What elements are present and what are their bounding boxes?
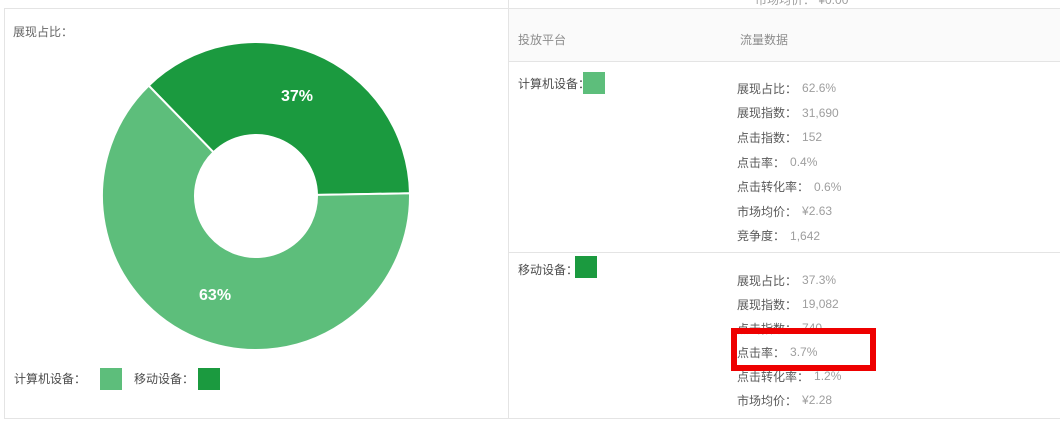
section-divider <box>509 252 1060 253</box>
stat-row: 展现占比： 62.6% <box>737 76 841 101</box>
panel-divider <box>508 0 509 418</box>
stat-row: 市场均价： ¥2.63 <box>737 199 841 224</box>
legend-label-mobile[interactable]: 移动设备： <box>134 372 195 386</box>
chart-legend: 计算机设备： 移动设备： <box>14 367 221 390</box>
stat-label: 竞争度： <box>737 229 786 244</box>
stat-label: 市场均价： <box>737 204 798 219</box>
stat-label: 市场均价： <box>737 393 798 408</box>
stat-value: 0.6% <box>814 179 842 194</box>
top-border <box>4 8 1060 9</box>
donut-slice-移动设备[interactable] <box>147 41 411 196</box>
stat-value: 19,082 <box>802 297 839 311</box>
legend-swatch-mobile[interactable] <box>198 367 221 390</box>
stat-row: 竞争度： 1,642 <box>737 224 841 249</box>
left-border <box>4 8 5 418</box>
stat-row: 点击指数： 152 <box>737 125 841 150</box>
stat-row: 展现指数： 31,690 <box>737 101 841 126</box>
donut-slice-label: 63% <box>199 287 231 304</box>
stat-value: ¥2.63 <box>802 204 833 219</box>
stat-row: 展现占比： 37.3% <box>737 268 841 292</box>
table-header-background <box>509 9 1060 61</box>
stat-label: 点击指数： <box>737 130 798 145</box>
stat-label: 展现指数： <box>737 106 798 121</box>
stat-value: 1,642 <box>790 228 821 243</box>
stat-row: 点击转化率： 0.6% <box>737 174 841 199</box>
stat-row: 市场均价： ¥2.28 <box>737 388 841 412</box>
stat-value: 37.3% <box>802 273 837 287</box>
stat-value: 152 <box>802 130 823 145</box>
stat-row: 点击率： 3.7% <box>737 340 841 364</box>
chart-title: 展现占比： <box>13 25 74 39</box>
highlight-annotation-box <box>731 328 876 371</box>
column-header-traffic: 流量数据 <box>740 33 789 47</box>
section-label-mobile: 移动设备： <box>518 263 579 277</box>
stat-row: 展现指数： 19,082 <box>737 292 841 316</box>
stat-value: 1.2% <box>814 369 842 383</box>
stat-label: 展现占比： <box>737 81 798 96</box>
legend-label-computer[interactable]: 计算机设备： <box>14 372 87 386</box>
cutoff-market-price-row: 市场均价： ¥0.00 <box>755 0 849 7</box>
stat-label: 点击转化率： <box>737 180 810 195</box>
stat-label: 点击率： <box>737 345 786 360</box>
stat-value: 0.4% <box>790 155 818 170</box>
stats-list-computer: 展现占比： 62.6% 展现指数： 31,690 点击指数： 152 点击率： 0.4% 点击转… <box>737 76 841 248</box>
column-header-platform: 投放平台 <box>518 33 567 47</box>
stat-label: 点击率： <box>737 155 786 170</box>
donut-chart: 37% 63% <box>101 41 411 351</box>
bottom-border <box>4 418 1060 419</box>
donut-slice-计算机设备[interactable] <box>101 84 411 351</box>
header-bottom-border <box>509 61 1060 62</box>
stat-row: 点击率： 0.4% <box>737 150 841 175</box>
stat-label: 展现指数： <box>737 297 798 312</box>
section-swatch-computer <box>583 72 605 94</box>
stat-label: 点击转化率： <box>737 369 810 384</box>
stat-label: 展现占比： <box>737 273 798 288</box>
stat-row: 点击转化率： 1.2% <box>737 364 841 388</box>
donut-slice-label: 37% <box>281 88 313 105</box>
legend-swatch-computer[interactable] <box>100 367 123 390</box>
stat-value: ¥2.28 <box>802 393 833 407</box>
stat-value: 31,690 <box>802 105 839 120</box>
stat-value: 3.7% <box>790 345 818 359</box>
stat-value: 62.6% <box>802 81 837 96</box>
section-swatch-mobile <box>575 256 597 278</box>
section-label-computer: 计算机设备： <box>518 77 591 91</box>
